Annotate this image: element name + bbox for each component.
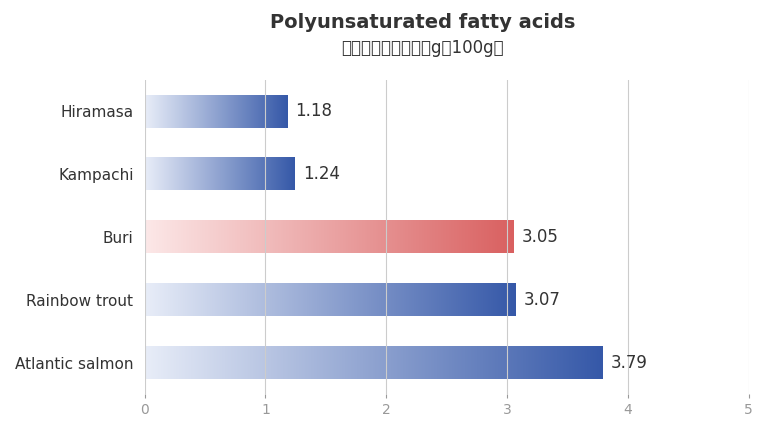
Text: 1.24: 1.24: [303, 165, 340, 183]
Text: 3.79: 3.79: [611, 353, 647, 372]
Text: Polyunsaturated fatty acids: Polyunsaturated fatty acids: [270, 13, 575, 32]
Text: 多価不飽和脂肪酸（g／100g）: 多価不飽和脂肪酸（g／100g）: [341, 39, 504, 57]
Text: 3.05: 3.05: [521, 228, 558, 246]
Text: 1.18: 1.18: [296, 102, 333, 120]
Text: 3.07: 3.07: [524, 291, 561, 309]
